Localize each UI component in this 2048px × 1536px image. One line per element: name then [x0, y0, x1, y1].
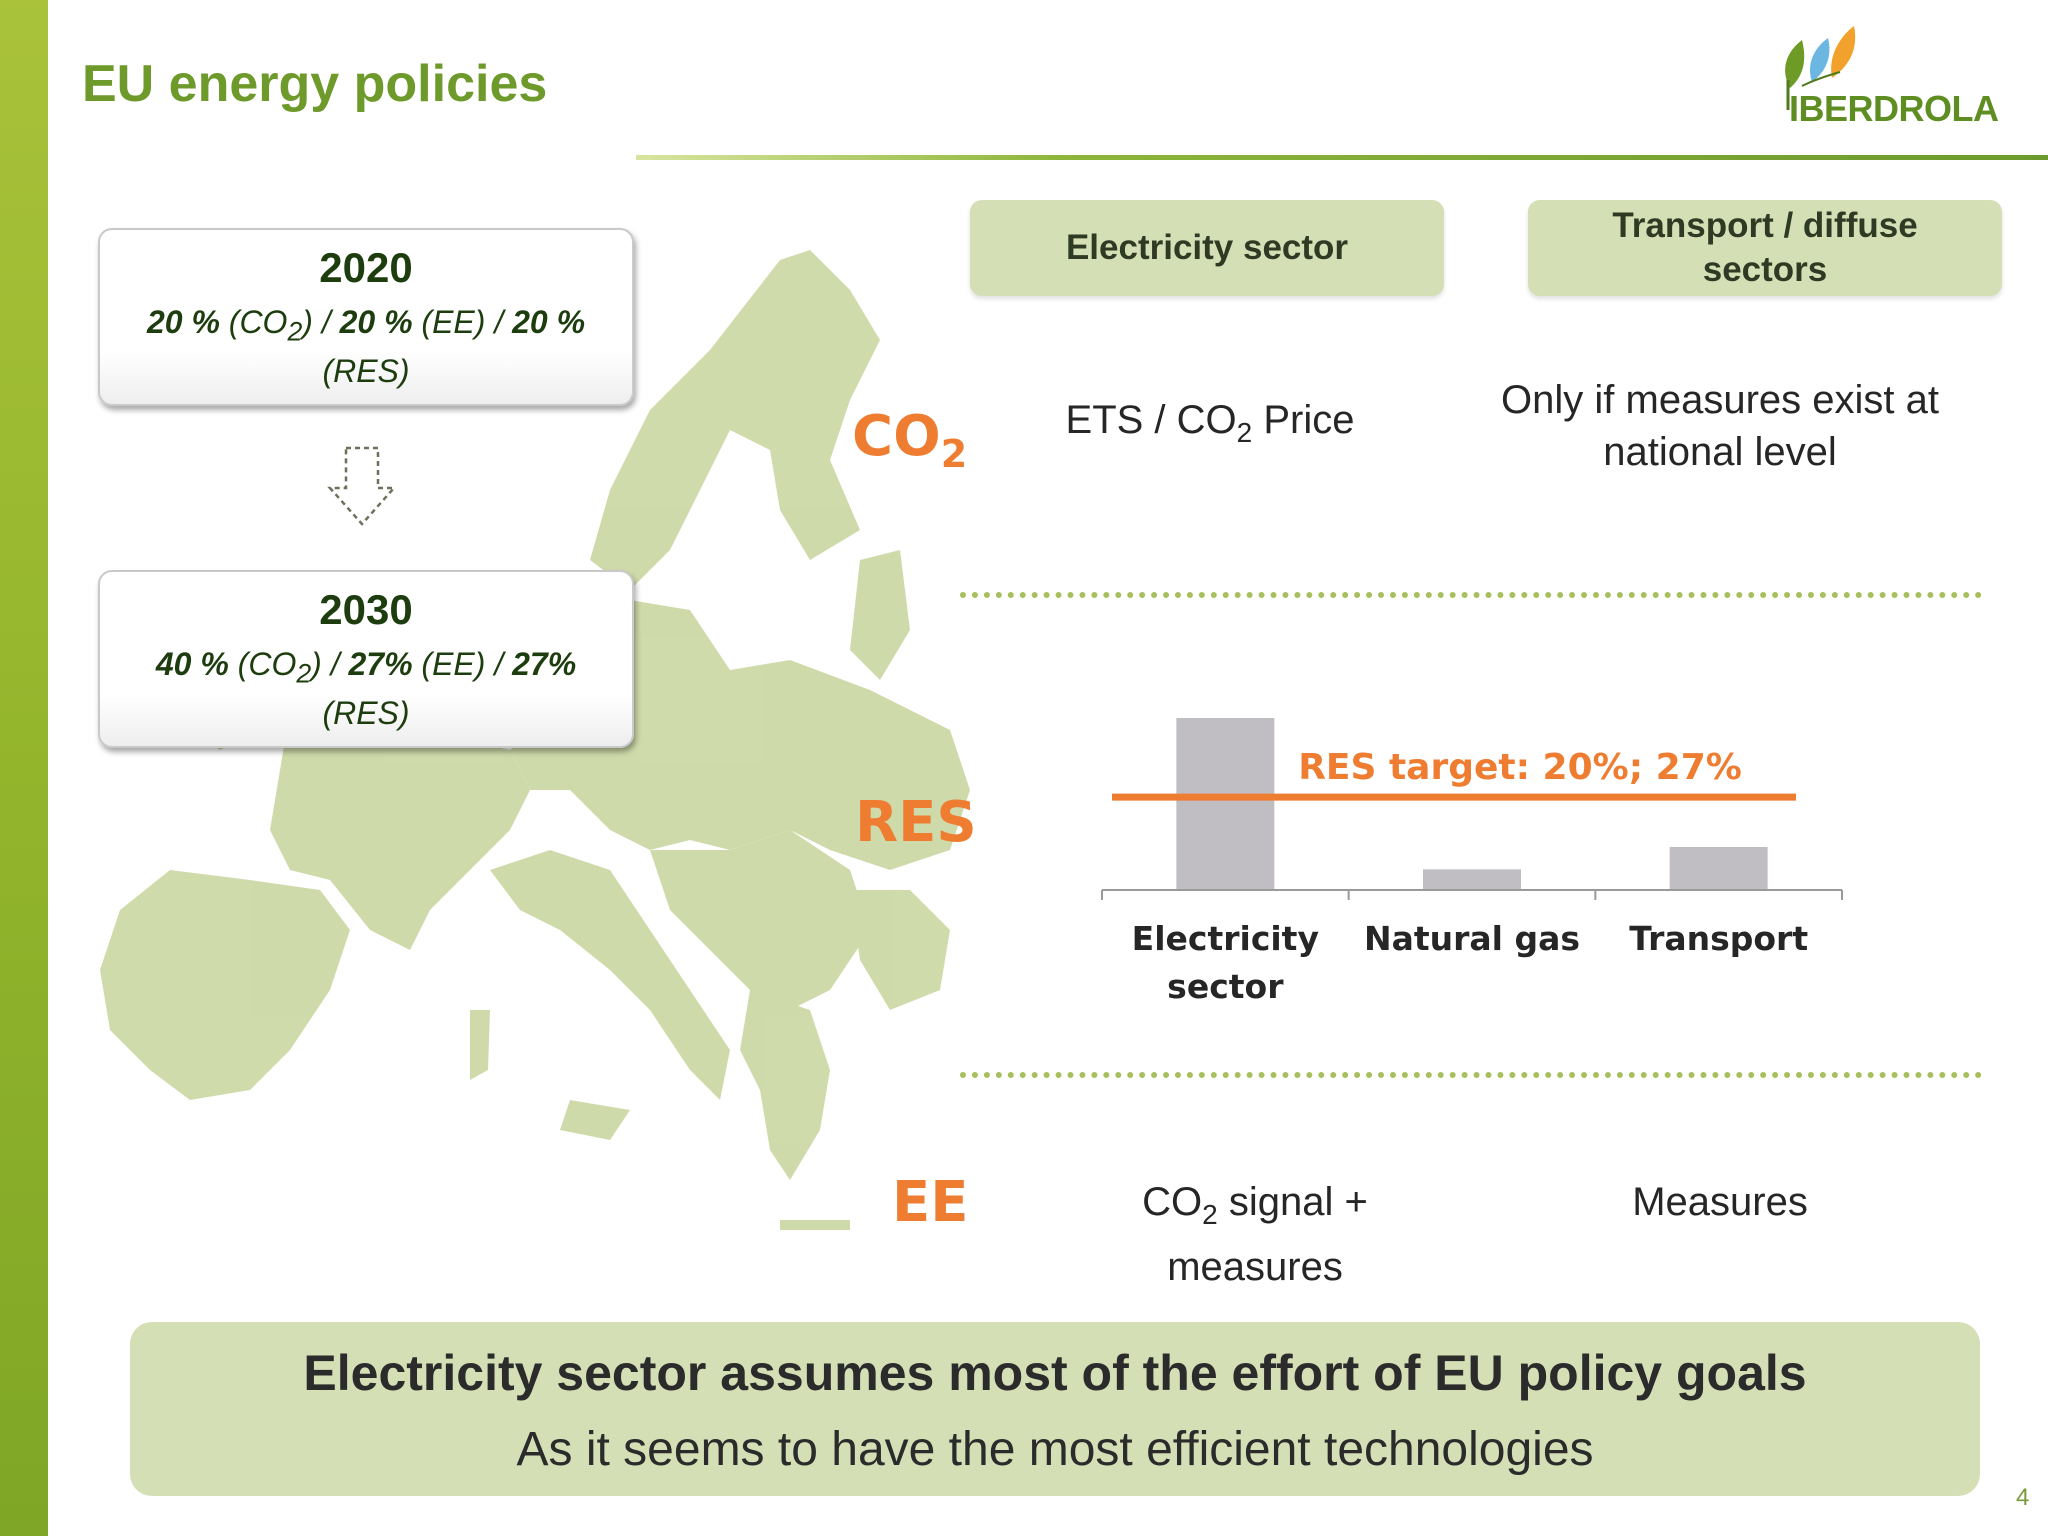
left-accent-bar — [0, 0, 48, 1536]
bar-0 — [1176, 718, 1275, 890]
column-header-transport: Transport / diffuse sectors — [1528, 200, 2002, 296]
row-label-co2: CO2 — [852, 404, 968, 477]
row-divider — [960, 1072, 1982, 1078]
x-tick-label: sector — [1167, 967, 1284, 1006]
down-arrow-icon — [327, 446, 397, 526]
summary-subline: As it seems to have the most efficient t… — [516, 1423, 1594, 1476]
target-box-2020: 2020 20 % (CO2) / 20 % (EE) / 20 % (RES) — [98, 228, 634, 406]
ee-electricity-cell: CO2 signal + measures — [1142, 1180, 1368, 1289]
header-divider — [636, 155, 2048, 160]
target-year: 2020 — [319, 244, 413, 291]
row-label-res: RES — [855, 790, 977, 855]
res-bar-chart: RES target: 20%; 27% Electricity sector Nat… — [1101, 718, 1843, 1006]
co2-electricity-cell: ETS / CO2 Price — [1065, 398, 1355, 448]
x-tick-label: Transport — [1629, 919, 1808, 958]
bar-1 — [1423, 869, 1521, 890]
bar-2 — [1669, 847, 1768, 890]
page-number: 4 — [2016, 1484, 2030, 1511]
slide-title: EU energy policies — [82, 55, 548, 113]
target-values: 40 % (CO2) / 27% (EE) / 27% (RES) — [155, 646, 577, 732]
summary-banner: Electricity sector assumes most of the e… — [130, 1322, 1980, 1496]
row-label-ee: EE — [892, 1170, 969, 1235]
target-year: 2030 — [319, 586, 413, 633]
logo-wordmark: IBERDROLA — [1789, 88, 1999, 129]
ee-transport-cell: Measures — [1632, 1180, 1808, 1224]
target-values: 20 % (CO2) / 20 % (EE) / 20 % (RES) — [146, 304, 586, 390]
target-box-2030: 2030 40 % (CO2) / 27% (EE) / 27% (RES) — [98, 570, 634, 748]
iberdrola-logo-icon — [1785, 26, 1856, 110]
x-tick-label: Natural gas — [1364, 919, 1580, 958]
res-target-label: RES target: 20%; 27% — [1298, 747, 1742, 788]
x-tick-label: Electricity — [1132, 919, 1319, 958]
co2-transport-cell: Only if measures exist at national level — [1501, 378, 1939, 474]
summary-headline: Electricity sector assumes most of the e… — [303, 1345, 1807, 1401]
row-divider — [960, 592, 1982, 598]
column-header-electricity: Electricity sector — [970, 200, 1444, 296]
